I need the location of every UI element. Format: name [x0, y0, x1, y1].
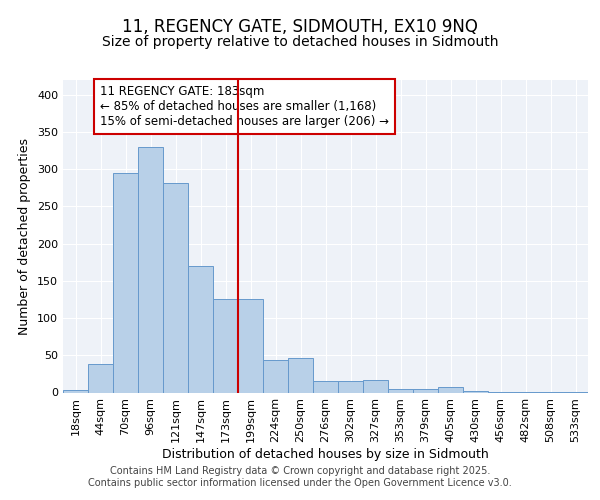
Bar	[363, 380, 388, 392]
Y-axis label: Number of detached properties: Number of detached properties	[19, 138, 31, 335]
Bar	[238, 300, 263, 392]
Bar	[163, 182, 188, 392]
Bar	[438, 386, 463, 392]
Bar	[88, 364, 113, 392]
Bar	[63, 390, 88, 392]
Bar	[213, 300, 238, 392]
Bar	[338, 382, 363, 392]
Bar	[388, 389, 413, 392]
Bar	[463, 391, 488, 392]
Text: Size of property relative to detached houses in Sidmouth: Size of property relative to detached ho…	[102, 35, 498, 49]
Bar	[188, 266, 213, 392]
Text: 11, REGENCY GATE, SIDMOUTH, EX10 9NQ: 11, REGENCY GATE, SIDMOUTH, EX10 9NQ	[122, 18, 478, 36]
Text: 11 REGENCY GATE: 183sqm
← 85% of detached houses are smaller (1,168)
15% of semi: 11 REGENCY GATE: 183sqm ← 85% of detache…	[100, 84, 389, 128]
Bar	[413, 389, 438, 392]
Text: Contains HM Land Registry data © Crown copyright and database right 2025.
Contai: Contains HM Land Registry data © Crown c…	[88, 466, 512, 487]
Bar	[263, 360, 288, 392]
Bar	[113, 173, 138, 392]
Bar	[288, 358, 313, 392]
Bar	[138, 147, 163, 392]
X-axis label: Distribution of detached houses by size in Sidmouth: Distribution of detached houses by size …	[162, 448, 489, 461]
Bar	[313, 382, 338, 392]
